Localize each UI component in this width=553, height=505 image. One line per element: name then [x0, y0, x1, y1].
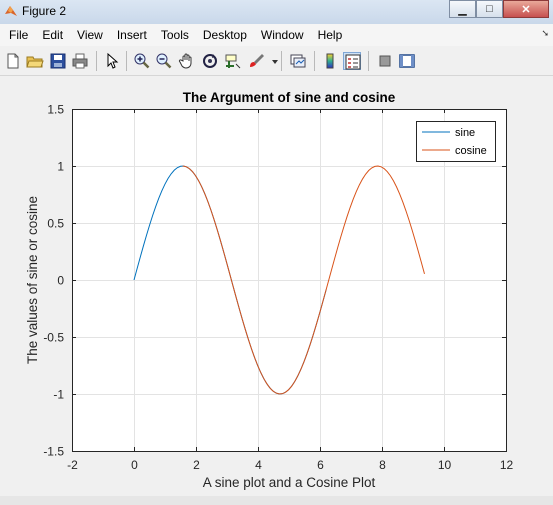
y-tick-label: -1.5 [43, 445, 64, 459]
print-icon [72, 53, 88, 69]
matlab-logo-icon [5, 6, 17, 16]
close-icon: ✕ [521, 3, 531, 16]
x-tick-label: 4 [255, 458, 262, 472]
minimize-button[interactable]: ▁ [449, 0, 476, 18]
pan-button[interactable] [178, 52, 196, 70]
y-tick-label: 1 [57, 160, 64, 174]
y-tick-label: 0.5 [47, 217, 64, 231]
window-title: Figure 2 [22, 4, 67, 18]
tick-labels: -2 0 2 4 6 8 10 12 1.5 1 0.5 0 -0.5 -1 -1.5 [43, 103, 513, 473]
open-file-button[interactable] [26, 52, 44, 70]
legend-box [416, 121, 496, 162]
toolbar-separator [281, 51, 282, 71]
open-file-icon [26, 56, 44, 68]
x-tick-label: 10 [438, 458, 452, 472]
y-tick-label: 0 [57, 274, 64, 288]
series-line-cosine [182, 165, 425, 395]
legend[interactable]: sine cosine [416, 121, 496, 162]
toolbar-separator [126, 51, 127, 71]
y-tick-label: -0.5 [43, 331, 64, 345]
colorbar-icon [326, 53, 334, 69]
pointer-icon [107, 52, 119, 69]
x-tick-label: -2 [67, 458, 78, 472]
x-tick-label: 2 [193, 458, 200, 472]
x-tick-label: 6 [317, 458, 324, 472]
hide-plot-tools-button[interactable] [376, 52, 394, 70]
rotate-3d-icon [203, 54, 217, 68]
x-tick-label: 0 [131, 458, 138, 472]
legend-label-sine: sine [455, 127, 475, 139]
menu-bar: File Edit View Insert Tools Desktop Wind… [0, 24, 553, 46]
figure-toolbar [0, 47, 553, 76]
x-tick-label: 8 [379, 458, 386, 472]
pan-icon [178, 53, 192, 69]
window-titlebar[interactable]: Figure 2 ▁ □ ✕ [0, 0, 553, 25]
series-group [133, 165, 425, 395]
maximize-icon: □ [486, 3, 493, 15]
menu-edit[interactable]: Edit [42, 28, 64, 42]
data-cursor-icon [225, 54, 241, 69]
menu-tools[interactable]: Tools [160, 28, 189, 42]
toolbar-separator [96, 51, 97, 71]
zoom-in-button[interactable] [133, 52, 151, 70]
menu-desktop[interactable]: Desktop [202, 28, 247, 42]
toolbar-separator [314, 51, 315, 71]
zoom-out-button[interactable] [155, 52, 173, 70]
chevron-down-icon [272, 60, 278, 64]
brush-icon [250, 54, 264, 67]
colorbar-button[interactable] [321, 52, 339, 70]
show-plot-tools-button[interactable] [398, 52, 416, 70]
y-tick-label: -1 [53, 388, 64, 402]
toolbar-separator [368, 51, 369, 71]
menu-view[interactable]: View [77, 28, 103, 42]
pointer-button[interactable] [103, 52, 121, 70]
x-axis-label: A sine plot and a Cosine Plot [203, 475, 376, 490]
menu-window[interactable]: Window [260, 28, 304, 42]
figure-canvas[interactable]: -2 0 2 4 6 8 10 12 1.5 1 0.5 0 -0.5 -1 -1.5 The Argume… [0, 76, 553, 496]
menu-file[interactable]: File [9, 28, 29, 42]
save-button[interactable] [49, 52, 67, 70]
legend-icon [345, 54, 361, 70]
status-strip [0, 496, 553, 505]
save-icon [50, 53, 66, 69]
plot-svg[interactable]: -2 0 2 4 6 8 10 12 1.5 1 0.5 0 -0.5 -1 -1.5 The Argume… [0, 76, 553, 496]
y-tick-label: 1.5 [47, 103, 64, 117]
close-button[interactable]: ✕ [503, 0, 549, 18]
show-plot-tools-icon [399, 54, 415, 68]
maximize-button[interactable]: □ [476, 0, 503, 18]
data-cursor-button[interactable] [224, 52, 242, 70]
legend-label-cosine: cosine [455, 145, 487, 157]
zoom-out-icon [156, 53, 172, 69]
new-figure-icon [7, 53, 19, 69]
x-tick-label: 12 [500, 458, 514, 472]
menu-insert[interactable]: Insert [116, 28, 147, 42]
y-axis-label: The values of sine or cosine [25, 196, 40, 364]
menu-help[interactable]: Help [317, 28, 343, 42]
menu-dock-arrow-icon[interactable]: ➘ [541, 28, 549, 38]
legend-button[interactable] [343, 52, 361, 70]
hide-plot-tools-icon [379, 55, 391, 67]
rotate-3d-button[interactable] [201, 52, 219, 70]
brush-dropdown-button[interactable] [266, 52, 278, 70]
brush-button[interactable] [247, 52, 265, 70]
new-figure-button[interactable] [4, 52, 22, 70]
link-plot-button[interactable] [289, 52, 307, 70]
zoom-in-icon [134, 53, 150, 69]
chart-title: The Argument of sine and cosine [183, 90, 396, 105]
link-plot-icon [290, 54, 306, 68]
minimize-icon: ▁ [458, 3, 467, 16]
print-button[interactable] [71, 52, 89, 70]
